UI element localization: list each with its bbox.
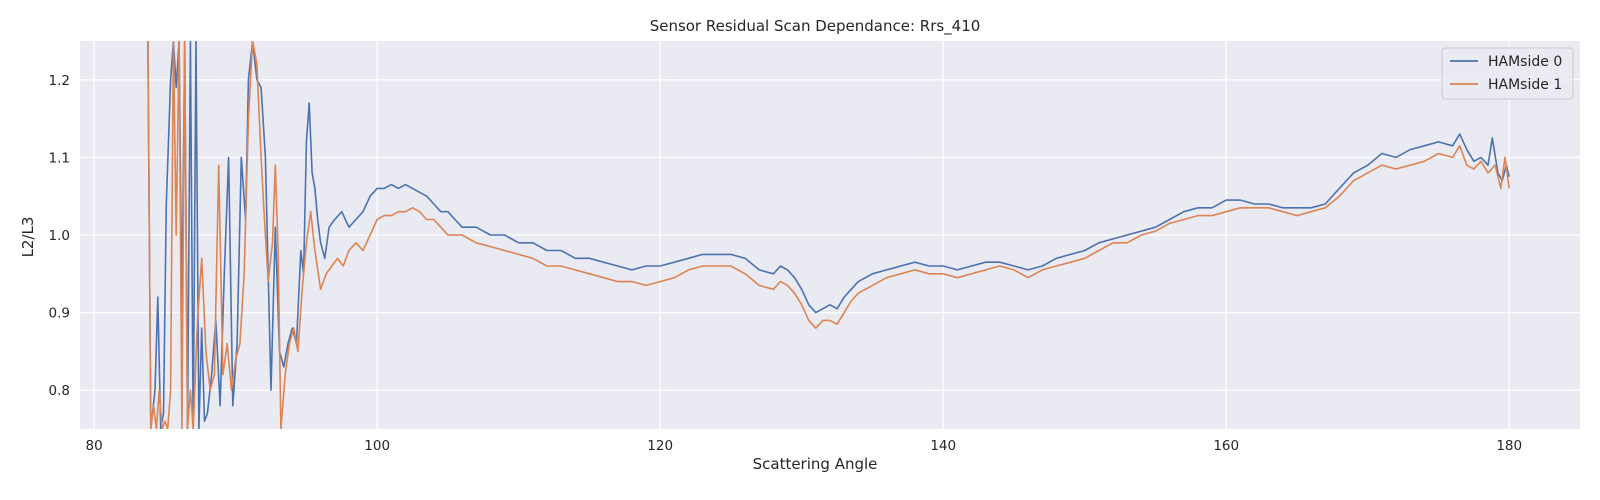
x-tick-label: 120 [647,438,673,454]
tick-labels: 80 100 120 140 160 180 0.8 0.9 1.0 1.1 1.2 [49,73,1523,454]
x-axis-label: Scattering Angle [753,455,878,473]
series-line-0 [147,41,1510,429]
legend-label-0: HAMside 0 [1488,54,1562,70]
x-tick-label: 180 [1496,438,1522,454]
y-tick-label: 0.9 [49,306,70,322]
y-axis-label: L2/L3 [19,217,37,258]
legend-label-1: HAMside 1 [1488,77,1562,93]
chart-title: Sensor Residual Scan Dependance: Rrs_410 [650,17,981,36]
x-tick-label: 100 [364,438,390,454]
legend: HAMside 0 HAMside 1 [1441,47,1574,100]
series-line-1 [147,41,1510,429]
x-tick-label: 160 [1213,438,1239,454]
y-tick-label: 1.0 [49,228,70,244]
y-tick-label: 1.2 [49,73,70,89]
grid-lines [80,41,1580,429]
y-tick-label: 1.1 [49,150,70,166]
y-tick-label: 0.8 [49,383,70,399]
x-tick-label: 140 [930,438,956,454]
series-lines [147,41,1510,429]
x-tick-label: 80 [86,438,103,454]
